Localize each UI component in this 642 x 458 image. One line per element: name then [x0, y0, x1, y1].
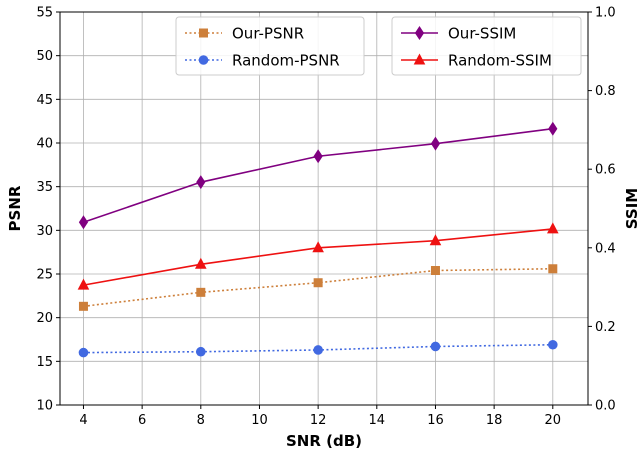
- our-ssim-point: [430, 136, 441, 151]
- y-right-tick-label: 0.4: [595, 241, 616, 256]
- y-left-tick-label: 25: [36, 268, 53, 283]
- series-random-ssim: [77, 222, 559, 290]
- legend-marker: [198, 55, 209, 65]
- our-psnr-point: [548, 264, 558, 274]
- x-tick-label: 20: [545, 413, 562, 428]
- legends: Our-PSNR Random-PSNR Our-SSIM Random-SSIM: [175, 16, 582, 76]
- y-left-tick-label: 10: [36, 399, 53, 414]
- random-psnr-point: [196, 346, 206, 357]
- our-psnr-point: [196, 287, 206, 297]
- series-our-psnr: [78, 264, 558, 311]
- y-left-tick-label: 35: [36, 180, 53, 195]
- x-tick-label: 14: [369, 413, 386, 428]
- our-ssim-point: [548, 121, 558, 136]
- legend-marker: [414, 26, 425, 40]
- y-left-tick-label: 15: [36, 355, 53, 370]
- series-random-psnr: [78, 339, 558, 358]
- our-psnr-point: [78, 301, 88, 311]
- random-ssim-point: [77, 278, 90, 290]
- x-tick-label: 8: [197, 413, 205, 428]
- legend-top-right: Our-SSIM Random-SSIM: [391, 16, 582, 76]
- series-our-ssim: [78, 121, 558, 230]
- our-ssim-point: [78, 215, 89, 230]
- legend-box: [391, 16, 582, 76]
- random-ssim-point: [312, 241, 324, 253]
- random-ssim-point: [429, 234, 442, 246]
- ticks: 4 6 8 10 12 14 16 18 20 10 15 20 25 30 35 40 45 50 55 0.0 0.…: [36, 6, 615, 429]
- our-ssim-point: [196, 175, 206, 190]
- y-left-tick-label: 20: [36, 311, 53, 326]
- legend-top-center: Our-PSNR Random-PSNR: [175, 16, 365, 76]
- our-psnr-point: [430, 266, 440, 276]
- y-left-tick-label: 50: [36, 49, 53, 64]
- y-right-tick-label: 0.8: [595, 84, 616, 99]
- legend-marker: [199, 28, 208, 38]
- random-psnr-point: [313, 345, 323, 355]
- legend-marker: [413, 53, 426, 65]
- x-tick-label: 4: [79, 413, 87, 428]
- x-tick-label: 6: [138, 413, 146, 428]
- x-tick-label: 18: [486, 413, 503, 428]
- y-left-axis-title: PSNR: [6, 185, 24, 231]
- legend-label: Our-PSNR: [232, 25, 304, 43]
- y-right-tick-label: 0.0: [595, 399, 616, 414]
- legend-label: Our-SSIM: [448, 25, 516, 43]
- y-right-tick-label: 0.2: [595, 320, 616, 335]
- y-left-tick-label: 30: [36, 224, 53, 239]
- random-psnr-point: [78, 347, 89, 358]
- y-right-tick-label: 1.0: [595, 6, 616, 21]
- legend-box: [175, 16, 365, 76]
- our-psnr-point: [313, 278, 323, 288]
- legend-label: Random-PSNR: [232, 52, 340, 70]
- x-tick-label: 12: [310, 413, 327, 428]
- x-tick-label: 10: [251, 413, 268, 428]
- random-ssim-point: [547, 222, 559, 234]
- random-psnr-point: [430, 341, 441, 352]
- y-right-axis-title: SSIM: [623, 188, 641, 229]
- x-tick-label: 16: [427, 413, 444, 428]
- x-axis-title: SNR (dB): [286, 432, 362, 450]
- random-psnr-point: [548, 339, 558, 350]
- random-ssim-point: [195, 257, 207, 269]
- y-left-tick-label: 55: [36, 6, 53, 21]
- series-layer: [77, 121, 559, 358]
- our-ssim-point: [313, 149, 323, 164]
- plot-frame: [59, 11, 589, 406]
- y-left-tick-label: 40: [36, 137, 53, 152]
- legend-label: Random-SSIM: [448, 52, 552, 70]
- y-right-tick-label: 0.6: [595, 163, 616, 178]
- y-left-tick-label: 45: [36, 93, 53, 108]
